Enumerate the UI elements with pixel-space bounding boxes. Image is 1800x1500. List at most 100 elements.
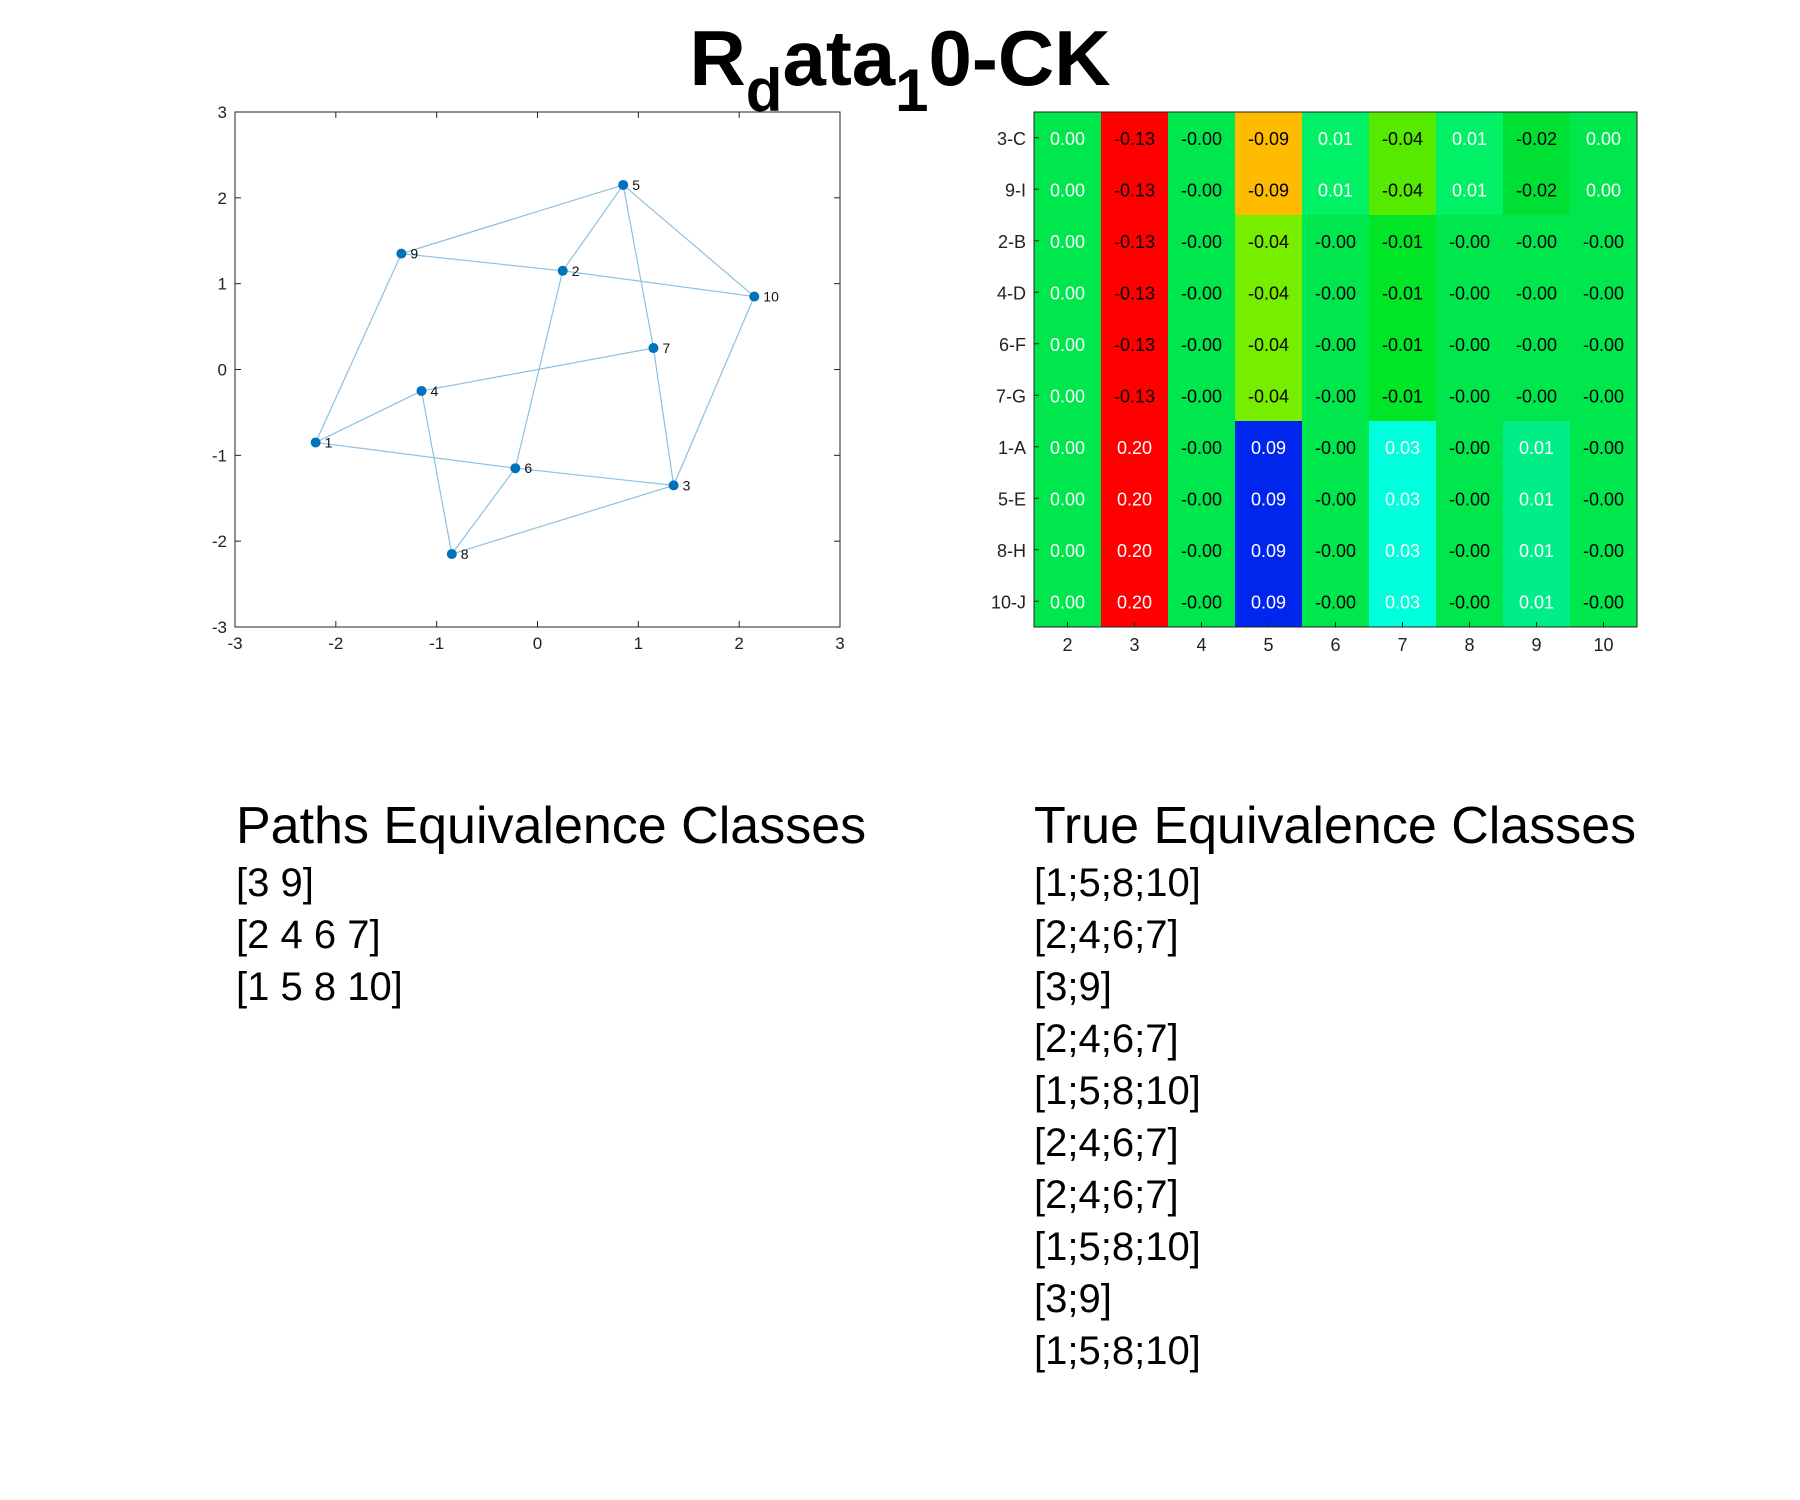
heatmap-cell bbox=[1302, 266, 1370, 319]
heatmap-cell bbox=[1101, 112, 1169, 164]
heatmap-cell bbox=[1302, 472, 1370, 525]
heatmap-value-label: -0.04 bbox=[1248, 232, 1289, 252]
heatmap-cell bbox=[1503, 575, 1571, 628]
graph-edge bbox=[515, 467, 674, 486]
heatmap-cell bbox=[1570, 215, 1638, 267]
heatmap-column-label: 8 bbox=[1464, 635, 1474, 655]
heatmap-cell bbox=[1101, 163, 1169, 216]
graph-edge bbox=[401, 253, 563, 272]
heatmap-value-label: 0.03 bbox=[1385, 438, 1420, 458]
heatmap-cell bbox=[1034, 318, 1102, 370]
graph-edge bbox=[451, 484, 674, 555]
heatmap-cell bbox=[1503, 112, 1571, 164]
y-tick-label: 3 bbox=[218, 103, 227, 122]
graph-edge bbox=[622, 184, 755, 297]
heatmap-cell bbox=[1503, 369, 1571, 422]
true-equivalence-title: True Equivalence Classes bbox=[1034, 797, 1637, 855]
heatmap-cell bbox=[1436, 163, 1504, 216]
heatmap-cell bbox=[1168, 266, 1236, 319]
heatmap-cell bbox=[1436, 369, 1504, 422]
heatmap-value-label: -0.04 bbox=[1382, 180, 1423, 200]
heatmap-cell bbox=[1235, 318, 1303, 370]
heatmap-value-label: 0.00 bbox=[1050, 283, 1085, 303]
heatmap-value-label: 0.01 bbox=[1519, 592, 1554, 612]
heatmap-cell bbox=[1034, 163, 1102, 216]
heatmap-value-label: -0.00 bbox=[1583, 335, 1624, 355]
heatmap-row-label: 7-G bbox=[996, 386, 1026, 406]
heatmap-cell bbox=[1101, 524, 1169, 576]
x-tick-label: 2 bbox=[734, 634, 743, 653]
heatmap-value-label: 0.00 bbox=[1050, 335, 1085, 355]
heatmap-value-label: 0.00 bbox=[1586, 180, 1621, 200]
heatmap-cell bbox=[1503, 266, 1571, 319]
heatmap-value-label: -0.00 bbox=[1181, 489, 1222, 509]
heatmap-cell bbox=[1034, 472, 1102, 525]
heatmap-cell bbox=[1235, 163, 1303, 216]
heatmap-column-label: 4 bbox=[1196, 635, 1206, 655]
heatmap-value-label: -0.00 bbox=[1315, 489, 1356, 509]
y-tick-label: -1 bbox=[212, 446, 227, 465]
heatmap-value-label: 0.01 bbox=[1519, 438, 1554, 458]
heatmap-value-label: -0.02 bbox=[1516, 180, 1557, 200]
heatmap-cell bbox=[1302, 163, 1370, 216]
paths-class-item: [1 5 8 10] bbox=[236, 965, 403, 1009]
heatmap-value-label: 0.01 bbox=[1318, 129, 1353, 149]
true-class-item: [2;4;6;7] bbox=[1034, 1121, 1179, 1165]
heatmap-cell bbox=[1436, 421, 1504, 473]
heatmap-value-label: -0.00 bbox=[1315, 592, 1356, 612]
heatmap-value-label: -0.00 bbox=[1449, 335, 1490, 355]
heatmap-value-label: -0.00 bbox=[1449, 386, 1490, 406]
graph-node-label: 4 bbox=[431, 383, 439, 399]
heatmap-value-label: -0.02 bbox=[1516, 129, 1557, 149]
heatmap-cell bbox=[1503, 215, 1571, 267]
y-tick-label: -2 bbox=[212, 532, 227, 551]
true-class-item: [1;5;8;10] bbox=[1034, 861, 1201, 905]
heatmap-value-label: 0.00 bbox=[1050, 180, 1085, 200]
heatmap-value-label: -0.13 bbox=[1114, 180, 1155, 200]
heatmap-cell bbox=[1235, 369, 1303, 422]
graph-edge bbox=[652, 347, 675, 486]
heatmap-cell bbox=[1101, 318, 1169, 370]
graph-edge bbox=[421, 347, 654, 392]
heatmap-row-label: 2-B bbox=[998, 232, 1026, 252]
heatmap-value-label: 0.20 bbox=[1117, 541, 1152, 561]
graph-node bbox=[510, 463, 521, 474]
heatmap-value-label: -0.01 bbox=[1382, 386, 1423, 406]
heatmap-value-label: 0.00 bbox=[1586, 129, 1621, 149]
heatmap-cell bbox=[1436, 318, 1504, 370]
heatmap-cell bbox=[1302, 421, 1370, 473]
heatmap-value-label: -0.00 bbox=[1181, 438, 1222, 458]
heatmap-column-label: 10 bbox=[1593, 635, 1613, 655]
graph-node-label: 6 bbox=[524, 460, 532, 476]
heatmap-cell bbox=[1168, 215, 1236, 267]
heatmap-value-label: -0.00 bbox=[1181, 386, 1222, 406]
heatmap-value-label: -0.00 bbox=[1583, 592, 1624, 612]
graph-node bbox=[310, 437, 321, 448]
true-equivalence-list: [1;5;8;10] [2;4;6;7] [3;9] [2;4;6;7] [1;… bbox=[1034, 857, 1636, 1377]
heatmap-value-label: -0.13 bbox=[1114, 283, 1155, 303]
heatmap-value-label: -0.00 bbox=[1181, 180, 1222, 200]
heatmap-cell bbox=[1436, 472, 1504, 525]
heatmap-cell bbox=[1302, 524, 1370, 576]
heatmap-value-label: -0.00 bbox=[1516, 232, 1557, 252]
heatmap-value-label: 0.00 bbox=[1050, 386, 1085, 406]
heatmap-cell bbox=[1503, 472, 1571, 525]
heatmap-value-label: -0.00 bbox=[1449, 232, 1490, 252]
heatmap-row-label: 8-H bbox=[997, 541, 1026, 561]
heatmap-cell bbox=[1302, 112, 1370, 164]
heatmap-value-label: -0.00 bbox=[1315, 232, 1356, 252]
heatmap-cell bbox=[1168, 163, 1236, 216]
heatmap-cell bbox=[1168, 575, 1236, 628]
heatmap-value-label: -0.01 bbox=[1382, 283, 1423, 303]
heatmap-value-label: -0.00 bbox=[1449, 541, 1490, 561]
heatmap-cell bbox=[1168, 524, 1236, 576]
graph-edge bbox=[562, 184, 624, 272]
heatmap-cell bbox=[1369, 112, 1437, 164]
graph-edge bbox=[315, 253, 402, 443]
heatmap-cell bbox=[1034, 524, 1102, 576]
paths-class-item: [2 4 6 7] bbox=[236, 913, 381, 957]
graph-edge bbox=[420, 390, 453, 555]
true-class-item: [3;9] bbox=[1034, 1277, 1112, 1321]
heatmap-value-label: 0.09 bbox=[1251, 541, 1286, 561]
heatmap-value-label: -0.00 bbox=[1583, 386, 1624, 406]
